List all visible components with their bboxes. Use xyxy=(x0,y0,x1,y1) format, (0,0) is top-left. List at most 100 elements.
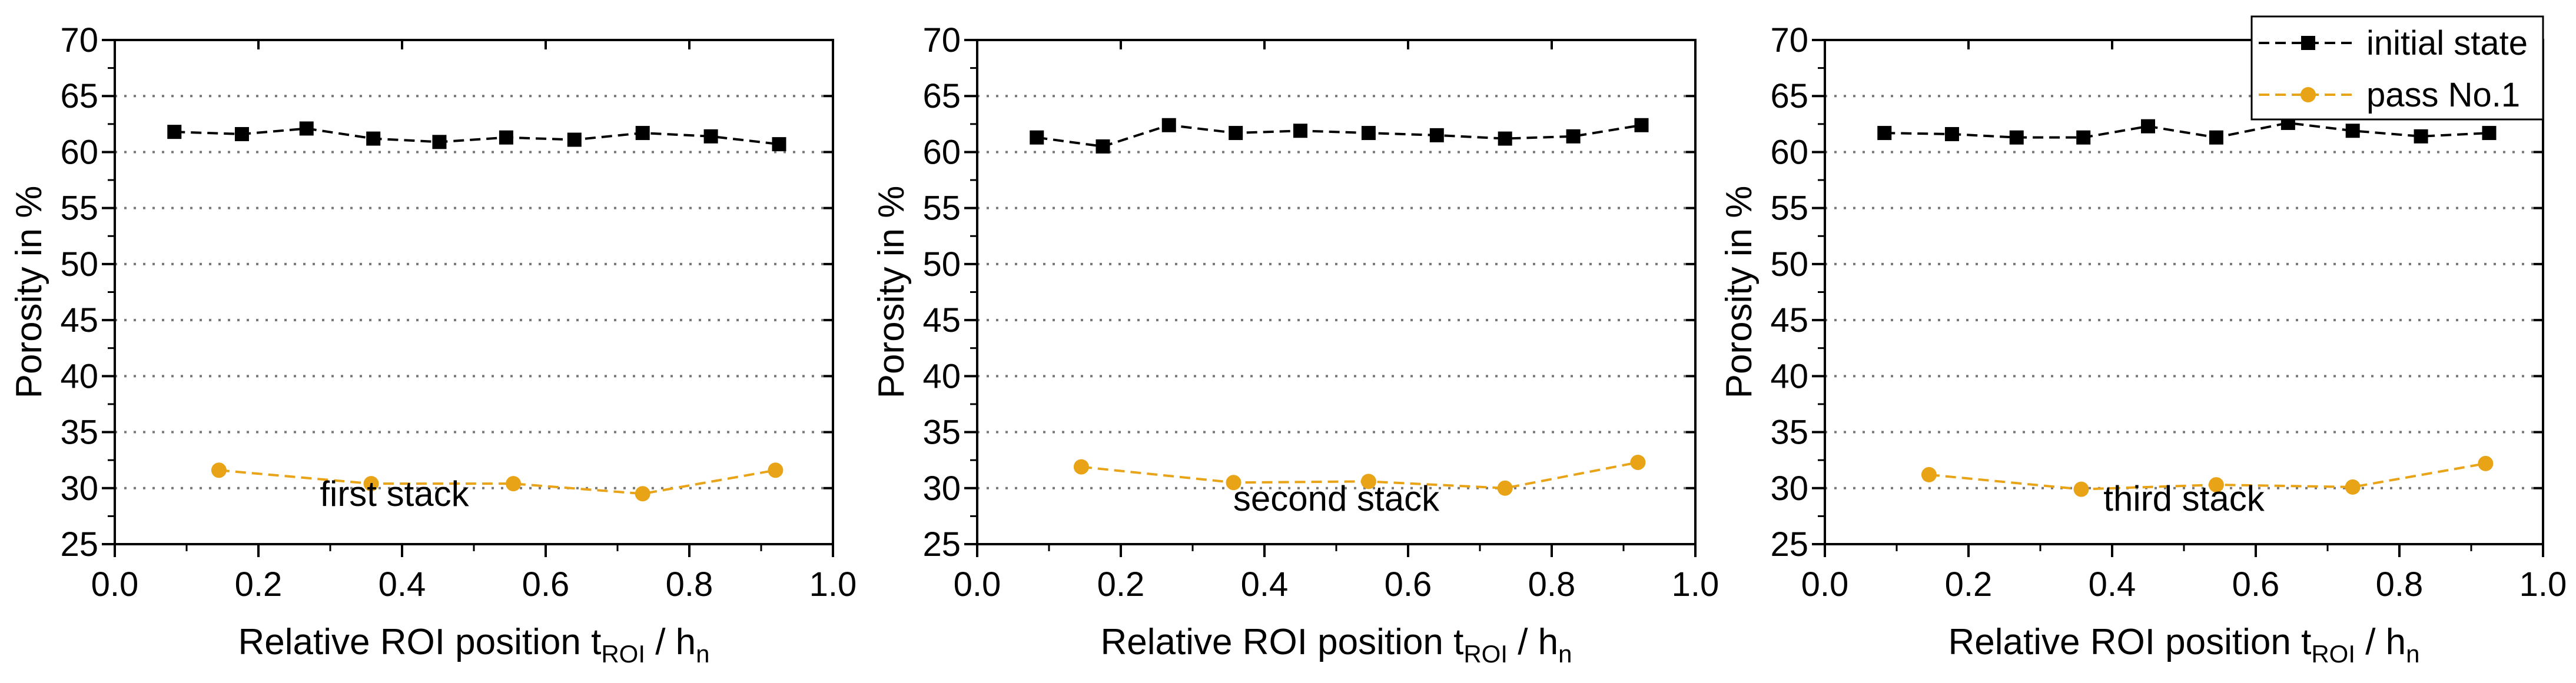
y-tick-label: 60 xyxy=(922,133,961,171)
y-tick-label: 70 xyxy=(922,21,961,59)
panel-label: second stack xyxy=(1233,479,1440,518)
x-axis-title-sub2: n xyxy=(1558,640,1572,668)
x-tick-label: 0.4 xyxy=(2089,565,2136,604)
y-tick-label: 30 xyxy=(922,469,961,508)
x-tick-label: 0.4 xyxy=(1241,565,1289,604)
chart-panel-3: 25 30 35 40 45 50 55 60 65 70 0.0 0.2 0.4 0.6 0.8 1.0 Po… xyxy=(1719,15,2567,668)
series-line xyxy=(1036,124,1642,148)
y-tick-label: 35 xyxy=(60,414,98,452)
y-tick-label: 25 xyxy=(60,525,98,564)
data-point xyxy=(2482,126,2497,141)
data-point xyxy=(1096,139,1110,154)
data-point xyxy=(1566,129,1581,144)
data-point xyxy=(2414,129,2428,144)
x-tick-label: 1.0 xyxy=(1672,565,1719,604)
y-tick-label: 35 xyxy=(922,414,961,452)
series-pass-no1 xyxy=(1921,455,2494,497)
y-tick-label: 40 xyxy=(60,357,98,395)
series-initial-state xyxy=(167,121,786,152)
y-axis-title: Porosity in % xyxy=(9,186,49,399)
data-point xyxy=(1429,128,1444,142)
data-point xyxy=(1030,130,1044,145)
data-point xyxy=(1497,480,1513,496)
data-point xyxy=(211,462,227,478)
y-tick-label: 50 xyxy=(922,245,961,284)
y-tick-label: 55 xyxy=(922,189,961,228)
x-tick-label: 0.8 xyxy=(2376,565,2424,604)
data-point xyxy=(432,135,447,149)
x-axis-title-sub: ROI xyxy=(2311,640,2355,668)
data-point xyxy=(772,137,786,152)
series-pass-no1 xyxy=(211,462,784,502)
x-axis-title-sub: ROI xyxy=(601,640,645,668)
data-point xyxy=(1161,118,1176,132)
data-point xyxy=(1293,124,1307,138)
y-tick-label: 25 xyxy=(1770,525,1808,564)
y-axis-title: Porosity in % xyxy=(871,186,912,399)
x-tick-label: 0.0 xyxy=(954,565,1001,604)
data-point xyxy=(1944,126,1959,141)
x-tick-label: 1.0 xyxy=(2519,565,2567,604)
y-tick-label: 30 xyxy=(1770,469,1808,508)
x-axis-title-main: Relative ROI position t xyxy=(1948,622,2311,662)
data-point xyxy=(363,476,379,492)
x-tick-label: 0.4 xyxy=(379,565,426,604)
data-point xyxy=(567,132,582,147)
legend-marker xyxy=(2301,87,2316,102)
y-tick-label: 45 xyxy=(60,301,98,339)
series-line xyxy=(1884,121,2489,139)
data-point xyxy=(1226,475,1241,491)
x-axis-title-mid: / h xyxy=(1508,622,1558,662)
x-axis-title: Relative ROI position tROI / hn xyxy=(1100,622,1572,668)
x-tick-label: 0.6 xyxy=(1385,565,1432,604)
x-axis-title-sub: ROI xyxy=(1463,640,1508,668)
data-point xyxy=(499,130,513,145)
chart-panel-2: 25 30 35 40 45 50 55 60 65 70 0.0 0.2 0.4 0.6 0.8 1.0 Po… xyxy=(871,21,1719,668)
series-line xyxy=(174,127,779,146)
y-tick-label: 60 xyxy=(60,133,98,171)
series-pass-no1 xyxy=(1073,454,1646,496)
chart-panel-1: 25 30 35 40 45 50 55 60 65 70 0.0 0.2 0.4 0.6 0.8 1.0 Po… xyxy=(9,21,857,668)
x-axis-title-mid: / h xyxy=(2355,622,2406,662)
data-point xyxy=(1877,126,1892,141)
data-point xyxy=(703,129,718,144)
series-initial-state xyxy=(1030,118,1649,154)
data-point xyxy=(1634,118,1649,132)
data-point xyxy=(635,486,650,502)
legend-marker xyxy=(2301,36,2315,50)
data-point xyxy=(1229,126,1243,141)
data-point xyxy=(167,125,182,139)
x-axis-title: Relative ROI position tROI / hn xyxy=(238,622,709,668)
y-tick-label: 45 xyxy=(1770,301,1808,339)
x-tick-label: 0.6 xyxy=(522,565,570,604)
series-line xyxy=(218,469,776,495)
y-tick-label: 60 xyxy=(1770,133,1808,171)
y-tick-label: 40 xyxy=(922,357,961,395)
series-initial-state xyxy=(1877,115,2497,145)
x-tick-label: 0.2 xyxy=(1097,565,1145,604)
legend-label: pass No.1 xyxy=(2366,76,2520,114)
data-point xyxy=(2208,477,2224,493)
data-point xyxy=(366,131,381,146)
x-tick-label: 0.0 xyxy=(91,565,139,604)
data-point xyxy=(635,126,650,141)
data-point xyxy=(2141,119,2155,134)
data-point xyxy=(1073,459,1089,475)
y-axis-title: Porosity in % xyxy=(1719,186,1760,399)
data-point xyxy=(2073,481,2089,497)
y-tick-label: 70 xyxy=(1770,21,1808,59)
x-axis-title: Relative ROI position tROI / hn xyxy=(1948,622,2419,668)
data-point xyxy=(1361,126,1376,141)
data-point xyxy=(1921,467,1937,482)
y-tick-label: 45 xyxy=(922,301,961,339)
data-point xyxy=(2345,124,2360,138)
data-point xyxy=(299,121,314,136)
y-tick-label: 50 xyxy=(1770,245,1808,284)
y-tick-label: 40 xyxy=(1770,357,1808,395)
x-tick-label: 0.2 xyxy=(235,565,283,604)
y-tick-label: 65 xyxy=(1770,77,1808,115)
x-tick-label: 1.0 xyxy=(809,565,857,604)
data-point xyxy=(2009,130,2024,145)
y-tick-label: 55 xyxy=(60,189,98,228)
